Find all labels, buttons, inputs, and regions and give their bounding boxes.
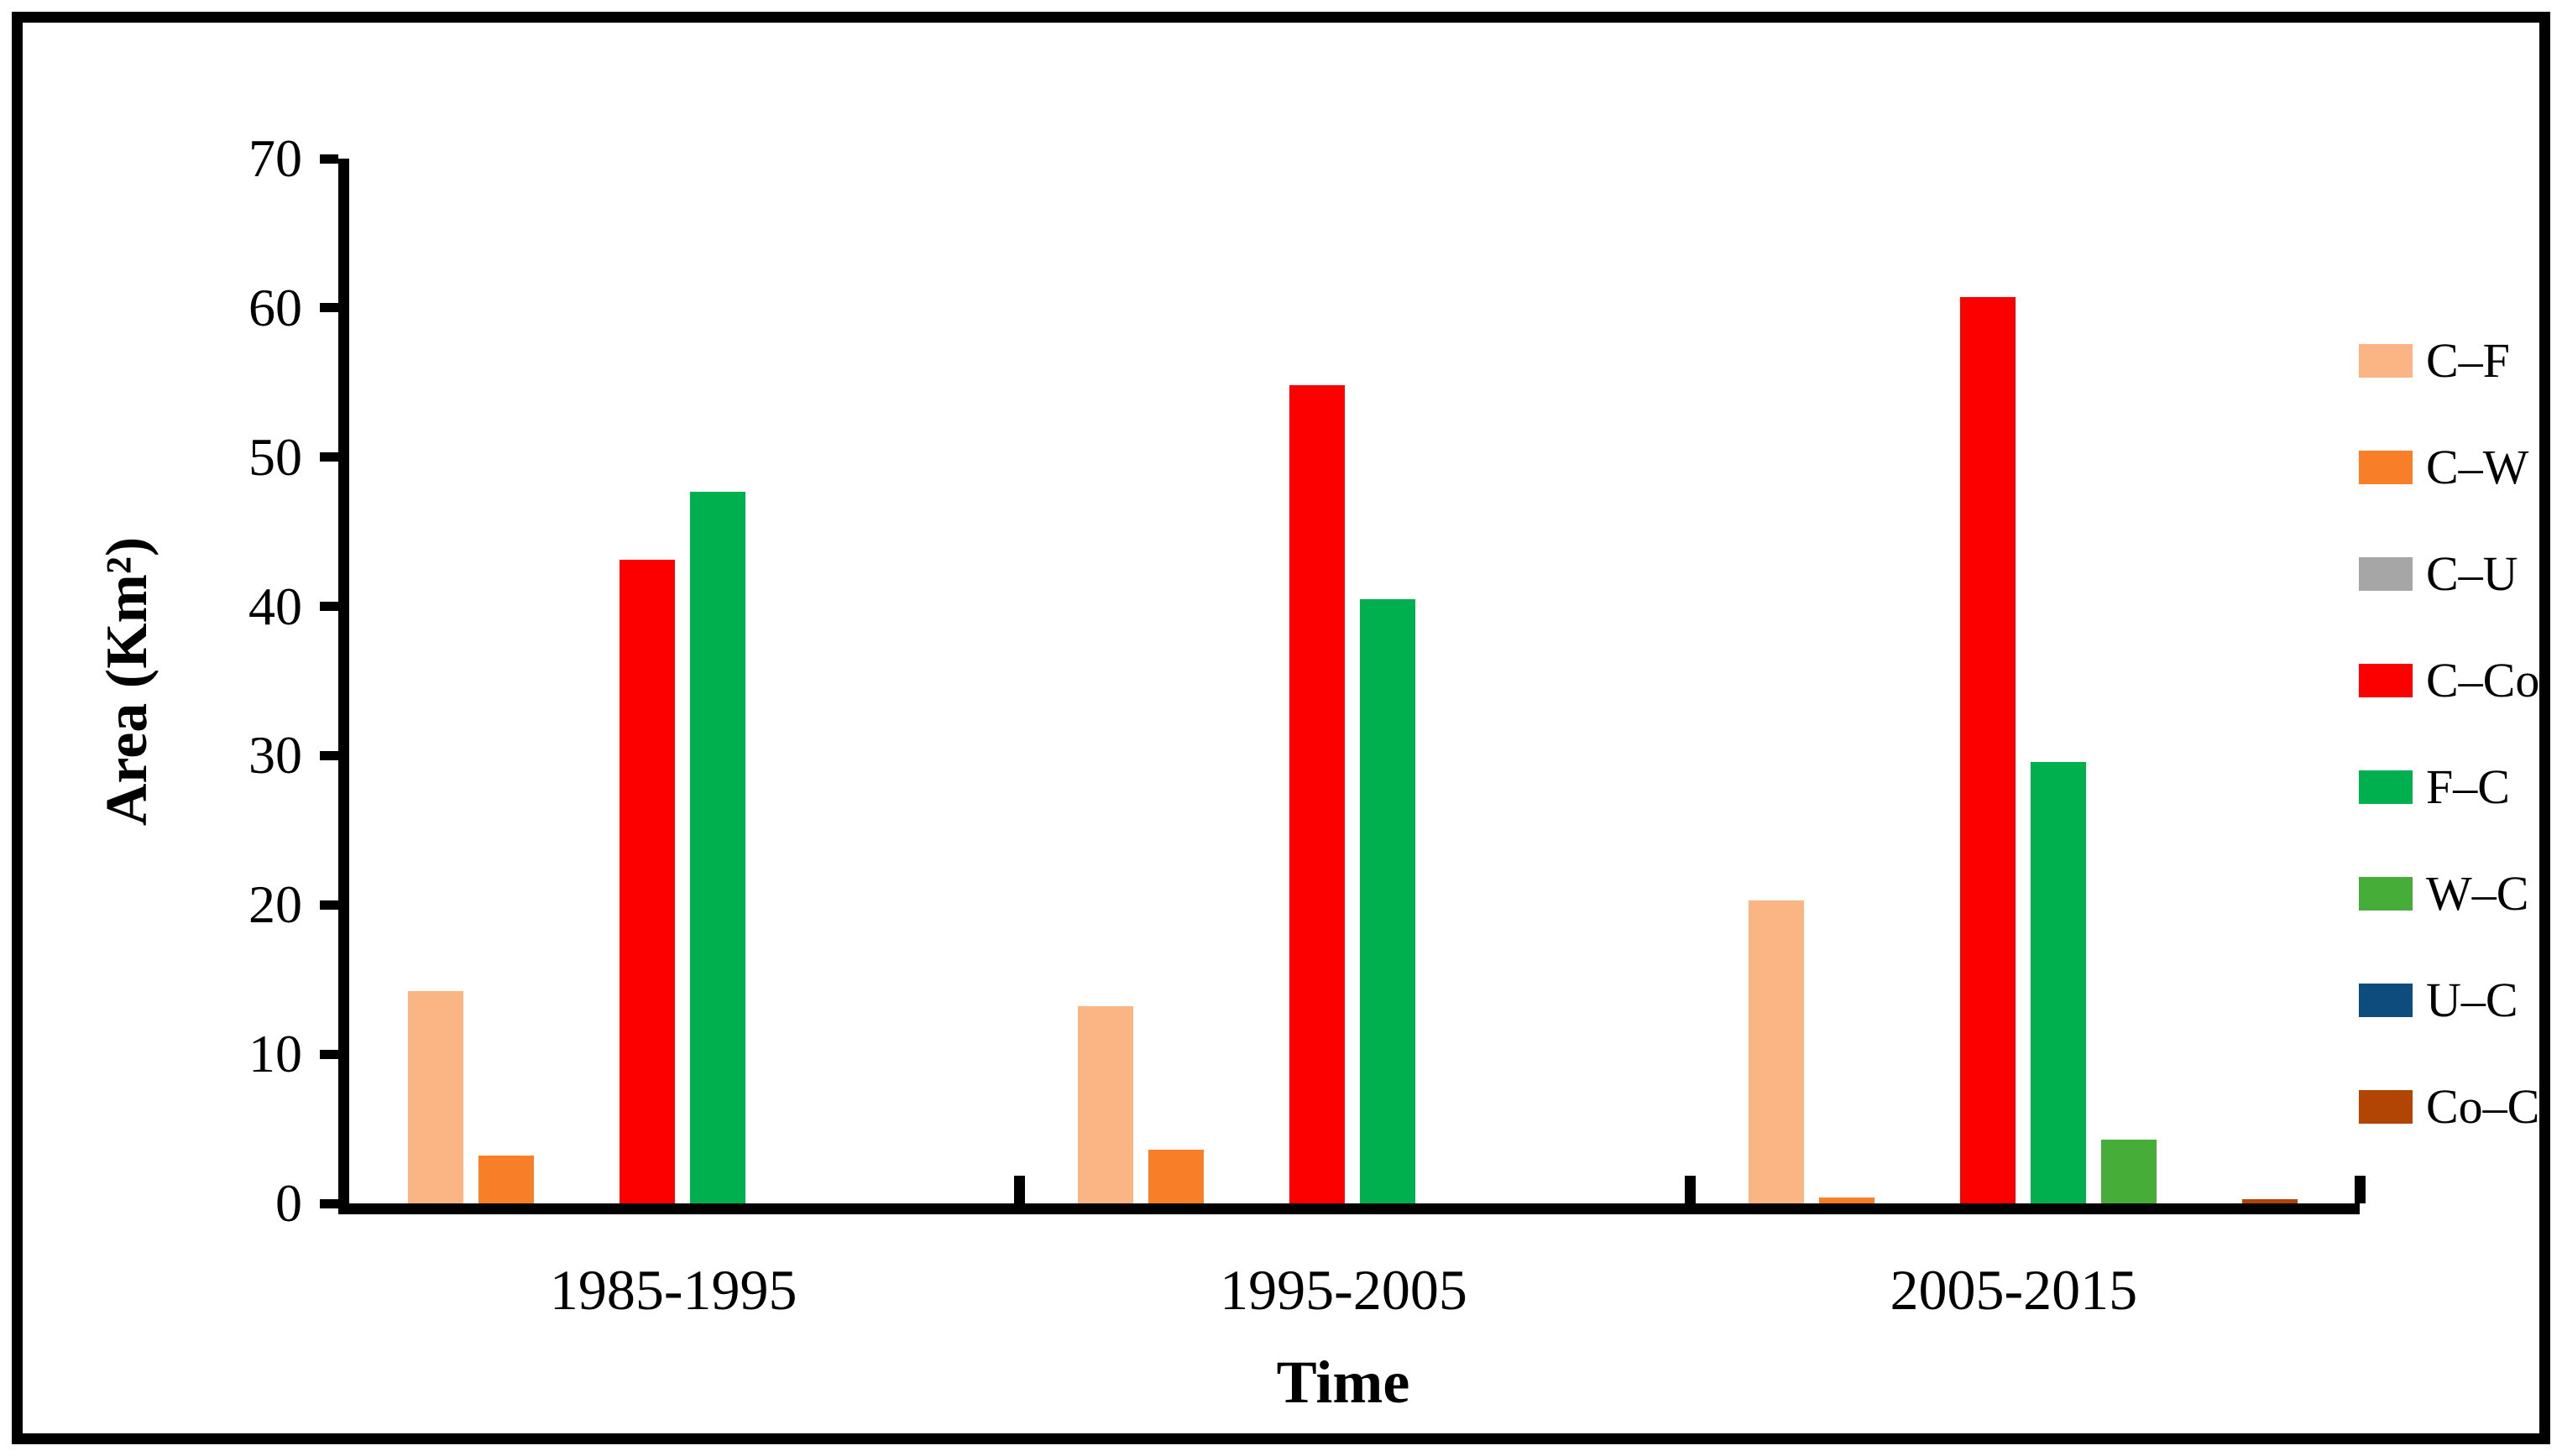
legend-label-W–C: W–C <box>2426 866 2529 921</box>
legend-swatch-F–C <box>2359 770 2413 804</box>
y-tick-50 <box>320 452 338 462</box>
bar-C–Co-1985-1995 <box>620 560 675 1203</box>
legend-swatch-U–C <box>2359 984 2413 1017</box>
bar-C–Co-2005-2015 <box>1959 297 2016 1203</box>
legend-swatch-Co–C <box>2359 1090 2413 1124</box>
y-tick-label-60: 60 <box>248 277 302 337</box>
y-tick-60 <box>320 303 338 313</box>
legend-swatch-C–F <box>2359 344 2413 378</box>
bar-C–W-1995-2005 <box>1148 1149 1205 1203</box>
legend-label-Co–C: Co–C <box>2426 1079 2540 1134</box>
y-tick-label-40: 40 <box>248 576 302 636</box>
y-tick-0 <box>320 1198 338 1208</box>
x-tick-2 <box>1684 1176 1696 1203</box>
x-tick-3 <box>2355 1176 2366 1203</box>
bar-F–C-1995-2005 <box>1360 598 1416 1203</box>
x-tick-1 <box>1014 1176 1026 1203</box>
bar-F–C-1985-1995 <box>690 491 745 1203</box>
legend-label-C–F: C–F <box>2426 333 2510 388</box>
legend-label-F–C: F–C <box>2426 759 2510 814</box>
bar-Co–C-2005-2015 <box>2241 1198 2298 1203</box>
y-tick-label-30: 30 <box>248 725 302 785</box>
legend-swatch-C–W <box>2359 451 2413 484</box>
y-tick-label-20: 20 <box>248 874 302 935</box>
bar-C–W-1985-1995 <box>478 1156 534 1203</box>
legend-label-U–C: U–C <box>2426 973 2518 1027</box>
y-tick-label-50: 50 <box>248 426 302 487</box>
bar-W–C-2005-2015 <box>2100 1139 2157 1203</box>
legend-swatch-C–Co <box>2359 664 2413 697</box>
legend-label-C–U: C–U <box>2426 546 2518 601</box>
x-category-label-1985-1995: 1985-1995 <box>549 1258 797 1322</box>
x-category-label-1995-2005: 1995-2005 <box>1220 1258 1467 1322</box>
y-tick-label-10: 10 <box>248 1024 302 1084</box>
y-tick-70 <box>320 154 338 164</box>
x-axis-title: Time <box>1276 1349 1410 1416</box>
legend-swatch-C–U <box>2359 557 2413 591</box>
bar-C–W-2005-2015 <box>1818 1197 1874 1203</box>
y-tick-30 <box>320 750 338 760</box>
bar-F–C-2005-2015 <box>2030 761 2086 1203</box>
figure-border <box>12 12 2550 1444</box>
y-tick-label-0: 0 <box>275 1173 302 1233</box>
plot-area <box>320 154 2366 1214</box>
bar-C–F-2005-2015 <box>1748 900 1804 1203</box>
bar-C–Co-1995-2005 <box>1289 385 1346 1203</box>
legend-swatch-W–C <box>2359 877 2413 911</box>
legend-label-C–W: C–W <box>2426 440 2529 494</box>
y-tick-10 <box>320 1049 338 1059</box>
bar-C–F-1995-2005 <box>1078 1006 1134 1203</box>
legend-label-C–Co: C–Co <box>2426 653 2540 707</box>
y-tick-20 <box>320 900 338 910</box>
x-category-label-2005-2015: 2005-2015 <box>1890 1258 2138 1322</box>
y-axis-title: Area (Km²) <box>95 536 159 827</box>
y-tick-label-70: 70 <box>248 128 302 188</box>
bar-C–F-1985-1995 <box>408 991 463 1203</box>
y-tick-40 <box>320 602 338 612</box>
